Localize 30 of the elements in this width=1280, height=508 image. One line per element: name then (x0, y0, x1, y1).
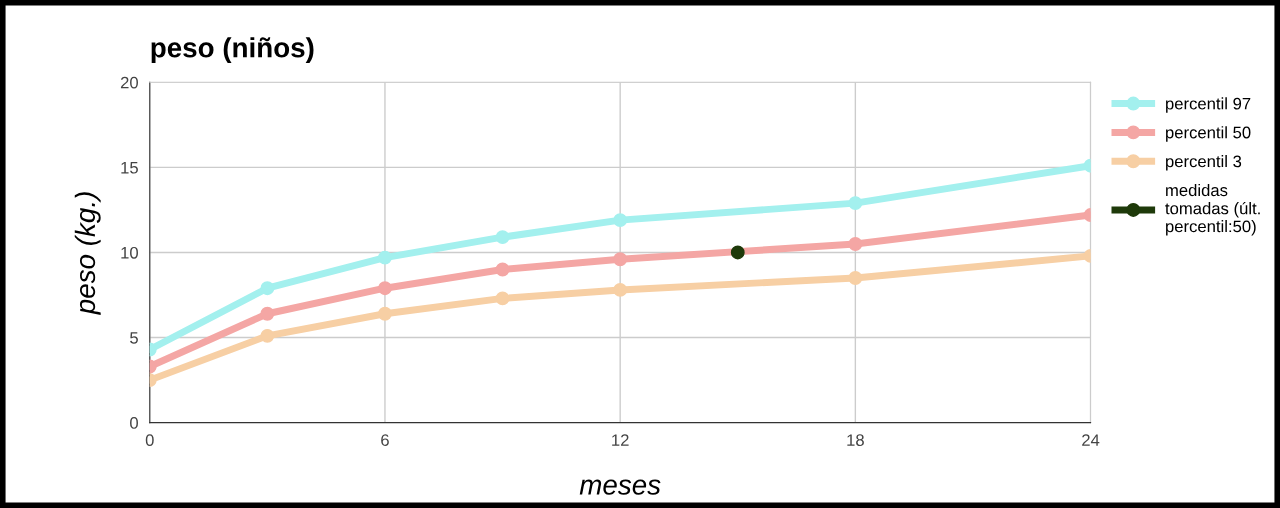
x-tick-label: 12 (612, 434, 629, 446)
point (378, 250, 392, 265)
y-axis-title: peso (kg.) (74, 192, 101, 315)
x-tick-label: 18 (847, 434, 864, 447)
point (378, 306, 392, 321)
legend-label: percentil 50 (1166, 126, 1251, 142)
chart-title: peso (niños) (151, 37, 314, 64)
y-tick-label: 10 (121, 246, 138, 259)
point (495, 291, 510, 306)
legend-label: medidas tomadas (últ. percentil:50) (1165, 183, 1260, 236)
point (613, 213, 628, 228)
y-tick-label: 20 (120, 76, 138, 89)
point (495, 262, 510, 277)
x-axis-title: meses (579, 479, 661, 495)
y-tick-label: 5 (130, 332, 138, 344)
point (260, 281, 275, 296)
point (613, 252, 628, 267)
legend-label: percentil 97 (1166, 97, 1251, 113)
y-tick-label: 15 (121, 161, 138, 174)
point (730, 245, 745, 260)
x-tick-label: 0 (145, 434, 154, 447)
legend-label: percentil 3 (1166, 155, 1242, 171)
point (613, 282, 628, 297)
x-tick-label: 6 (381, 434, 389, 447)
point (260, 328, 275, 343)
point (495, 230, 510, 245)
x-tick-label: 24 (1082, 434, 1100, 446)
point (260, 306, 275, 321)
y-tick-label: 0 (130, 417, 138, 429)
point (378, 281, 392, 296)
